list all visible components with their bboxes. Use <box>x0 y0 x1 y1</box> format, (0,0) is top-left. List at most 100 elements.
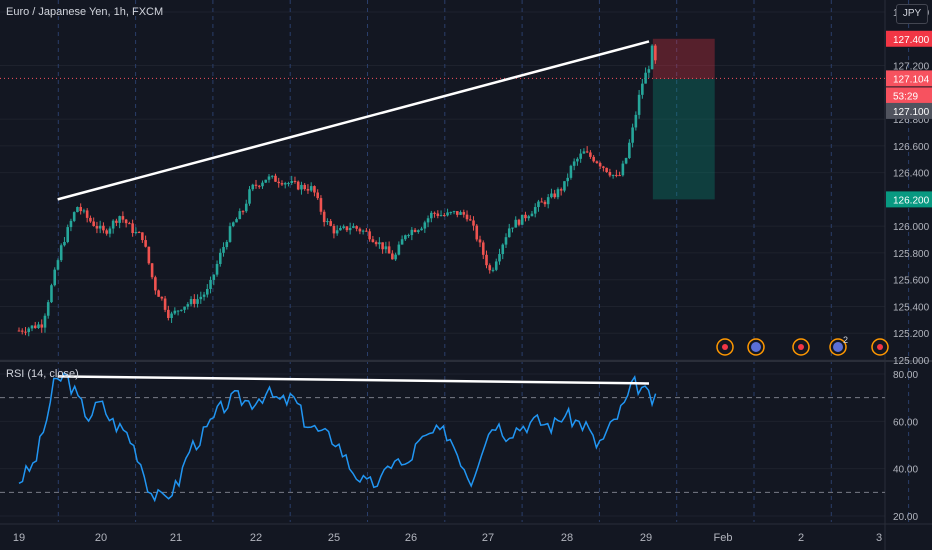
candle-body <box>222 247 225 253</box>
candle-body <box>566 177 569 182</box>
candle-body <box>413 229 417 232</box>
candle-body <box>430 212 433 219</box>
candle-body <box>358 228 362 232</box>
candle-body <box>602 166 605 168</box>
event-count-badge: 2 <box>843 335 848 345</box>
candle-body <box>102 225 105 231</box>
price-scale[interactable]: 127.600127.200126.800126.600126.400126.0… <box>886 8 932 367</box>
rsi-scale[interactable]: 80.00 60.00 40.00 20.00 <box>893 370 918 523</box>
rsi-trend-line[interactable] <box>57 375 650 385</box>
candle-body <box>238 211 242 220</box>
candle-body <box>446 212 449 216</box>
candle-body <box>488 265 492 271</box>
take-profit-zone[interactable] <box>652 78 715 200</box>
candle-body <box>206 288 209 295</box>
candle-body <box>270 175 274 177</box>
candle-body <box>69 220 73 228</box>
candle-body <box>631 127 634 143</box>
price-trend-line[interactable] <box>57 40 650 201</box>
economic-events[interactable]: 2 <box>716 335 889 356</box>
price-tick-label: 125.000 <box>893 356 930 367</box>
candle-body <box>433 212 436 214</box>
candle-body <box>309 186 313 191</box>
time-tick-label: 25 <box>328 532 340 544</box>
candle-body <box>79 207 82 212</box>
candle-body <box>313 186 316 193</box>
candle-body <box>342 226 345 228</box>
time-tick-label: Feb <box>714 532 733 544</box>
bar-countdown-badge-bg <box>886 87 932 104</box>
candle-body <box>394 254 397 260</box>
candle-body <box>303 184 307 190</box>
stop-loss-zone[interactable] <box>652 38 715 79</box>
candle-body <box>209 279 212 289</box>
candle-body <box>410 229 414 236</box>
candle-body <box>472 220 475 226</box>
time-tick-label: 21 <box>170 532 182 544</box>
stop-loss-price-badge: 127.400 <box>893 35 930 46</box>
candle-body <box>72 212 76 221</box>
time-axis[interactable]: 19 20 21 22 25 26 27 28 29 Feb 2 3 <box>0 523 932 544</box>
candle-body <box>241 211 245 213</box>
take-profit-price-badge: 126.200 <box>893 195 930 206</box>
candle-body <box>254 184 258 186</box>
candle-body <box>173 310 177 314</box>
candle-body <box>274 175 277 182</box>
candle-body <box>196 299 199 304</box>
price-tick-label: 126.400 <box>893 169 930 180</box>
candle-body <box>316 192 319 199</box>
candle-body <box>420 228 423 231</box>
candle-body <box>37 324 40 328</box>
candle-body <box>27 328 31 333</box>
candle-body <box>563 181 566 191</box>
candle-body <box>637 94 641 115</box>
candle-body <box>426 218 430 223</box>
candle-body <box>374 242 378 245</box>
event-dot-icon <box>722 344 728 350</box>
candle-body <box>608 171 612 176</box>
candle-body <box>225 241 229 248</box>
candle-body <box>517 219 521 225</box>
short-position-tool[interactable] <box>0 38 885 200</box>
candle-body <box>56 260 60 270</box>
candle-body <box>365 230 368 232</box>
candle-body <box>76 207 79 213</box>
price-tick-label: 127.200 <box>893 62 930 73</box>
price-tick-label: 126.600 <box>893 142 930 153</box>
resistance-trend-line[interactable] <box>57 40 650 201</box>
event-dot-icon <box>751 342 761 352</box>
candle-body <box>459 212 462 215</box>
candle-body <box>462 212 466 215</box>
currency-badge[interactable]: JPY <box>896 4 928 24</box>
candle-body <box>150 263 154 278</box>
candle-body <box>443 215 446 217</box>
candle-body <box>654 45 657 61</box>
candle-body <box>183 306 186 310</box>
candle-body <box>592 156 595 162</box>
candle-body <box>290 180 294 184</box>
candle-body <box>498 254 501 262</box>
rsi-legend[interactable]: RSI (14, close) <box>6 368 79 380</box>
candle-body <box>605 167 608 172</box>
candle-body <box>352 226 355 228</box>
last-price-badge-bg <box>886 70 932 87</box>
rsi-tick-label: 20.00 <box>893 512 918 523</box>
candle-body <box>595 161 599 164</box>
candle-body <box>417 230 420 232</box>
take-profit-price-badge-bg <box>886 191 932 208</box>
candle-body <box>611 174 615 176</box>
candle-body <box>137 232 141 234</box>
candle-body <box>160 296 164 299</box>
candle-body <box>423 222 427 229</box>
candle-body <box>296 181 300 190</box>
time-tick-label: 2 <box>798 532 804 544</box>
candle-body <box>332 225 336 234</box>
candle-body <box>215 263 219 275</box>
candle-body <box>111 220 115 229</box>
candle-body <box>485 254 488 266</box>
entry-price-badge-bg <box>886 102 932 119</box>
candle-body <box>115 220 118 223</box>
symbol-legend[interactable]: Euro / Japanese Yen, 1h, FXCM <box>6 6 164 18</box>
